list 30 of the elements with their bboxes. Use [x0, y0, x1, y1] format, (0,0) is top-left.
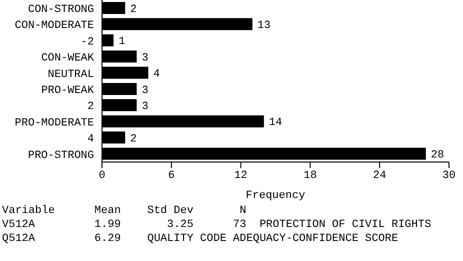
y-tick-label: 4 — [87, 134, 94, 146]
y-tick-label: 2 — [87, 101, 94, 114]
y-tick-label: CON-STRONG — [28, 4, 94, 16]
y-tick-label: CON-WEAK — [41, 52, 94, 65]
y-tick-label: CON-MODERATE — [14, 20, 94, 32]
data-label: 3 — [142, 84, 148, 97]
data-label: 3 — [142, 52, 148, 64]
x-tick-label: 12 — [234, 170, 248, 182]
data-label: 28 — [430, 150, 444, 162]
data-label: 1 — [118, 36, 126, 48]
y-tick-label: PRO-STRONG — [28, 150, 94, 162]
x-axis-title: Frequency — [246, 190, 306, 202]
x-tick-label: 6 — [168, 170, 175, 182]
data-label: 2 — [130, 4, 137, 16]
y-tick-label: NEUTRAL — [48, 68, 94, 81]
x-tick-label: 30 — [442, 170, 456, 182]
y-tick-label: PRO-MODERATE — [14, 117, 94, 130]
text: Q512A 6.29 QUALITY CODE ADEQUACY-CONFIDENCE SCORE — [2, 232, 400, 246]
data-label: 4 — [153, 68, 160, 81]
x-tick-label: 0 — [98, 170, 106, 182]
data-label: 2 — [130, 133, 137, 146]
y-tick-label: -2 — [80, 36, 94, 48]
x-tick-label: 18 — [304, 170, 317, 182]
data-label: 3 — [142, 101, 148, 114]
text: V512A 1.99 3.25 73 PROTECTION OF CIVIL RIGHTS — [2, 218, 432, 232]
x-tick-label: 24 — [373, 170, 387, 182]
text: Variable Mean Std Dev N — [2, 204, 248, 218]
data-label: 14 — [268, 117, 283, 130]
y-tick-label: PRO-WEAK — [41, 85, 94, 98]
data-label: 13 — [257, 20, 271, 32]
